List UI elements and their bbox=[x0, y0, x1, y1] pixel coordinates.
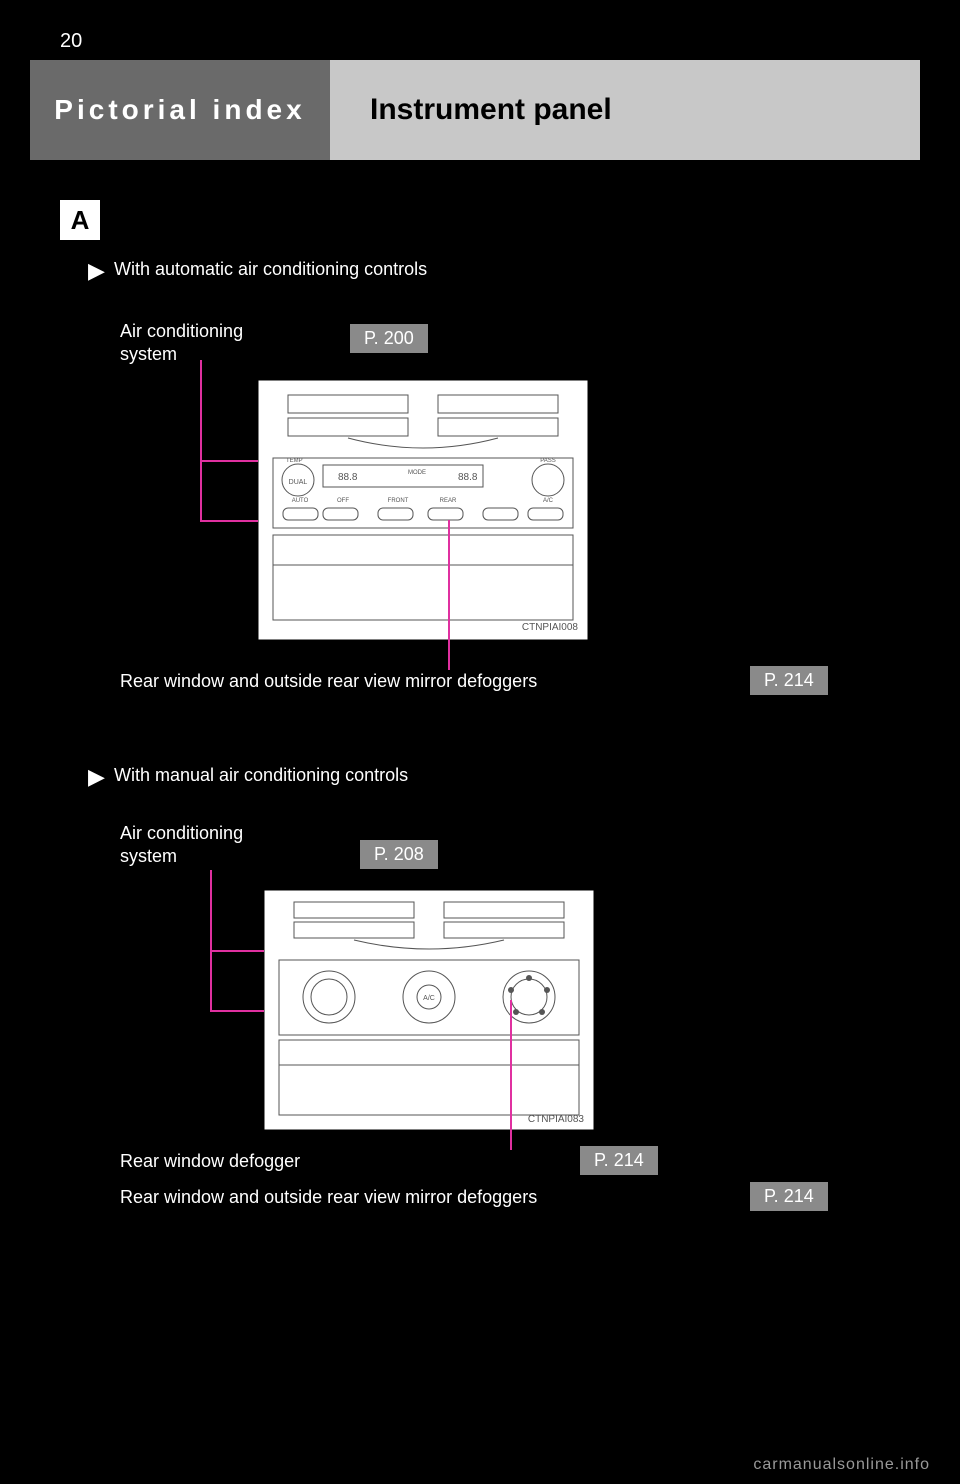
svg-text:88.8: 88.8 bbox=[338, 472, 358, 483]
callout-line bbox=[210, 950, 266, 952]
section1-ac-label: Air conditioning system bbox=[120, 320, 243, 367]
header-tab-pictorial: Pictorial index bbox=[30, 60, 330, 160]
marker-a-label: A bbox=[71, 205, 90, 236]
section2-heading: With manual air conditioning controls bbox=[114, 764, 408, 787]
svg-text:88.8: 88.8 bbox=[458, 472, 478, 483]
callout-line bbox=[200, 520, 260, 522]
svg-text:AUTO: AUTO bbox=[292, 498, 309, 504]
image-code-1: CTNPIAI008 bbox=[522, 622, 579, 633]
panel-manual-ac-svg: A/C CTNPIAI083 bbox=[264, 890, 594, 1130]
panel-auto-ac: DUAL TEMP 88.8 88.8 MODE PASS AUTO OFF F… bbox=[258, 380, 588, 640]
svg-text:PASS: PASS bbox=[540, 458, 556, 464]
svg-text:DUAL: DUAL bbox=[289, 479, 308, 486]
section2-ac-label: Air conditioning system bbox=[120, 822, 243, 869]
page-number: 20 bbox=[60, 30, 82, 53]
marker-a: A bbox=[60, 200, 100, 240]
svg-text:FRONT: FRONT bbox=[388, 498, 409, 504]
header-tab-pictorial-label: Pictorial index bbox=[54, 94, 305, 126]
section2-defog-long-label: Rear window and outside rear view mirror… bbox=[120, 1186, 537, 1209]
callout-line bbox=[510, 1000, 512, 1150]
section2-ac-pref: P. 208 bbox=[360, 840, 438, 869]
svg-text:A/C: A/C bbox=[423, 995, 435, 1002]
callout-line bbox=[448, 520, 450, 670]
image-code-2: CTNPIAI083 bbox=[528, 1114, 585, 1125]
section2-defog-long-pref: P. 214 bbox=[750, 1182, 828, 1211]
callout-line bbox=[210, 870, 212, 1010]
header-tab-instrument: Instrument panel bbox=[330, 60, 920, 160]
svg-text:TEMP: TEMP bbox=[286, 458, 303, 464]
watermark: carmanualsonline.info bbox=[753, 1456, 930, 1474]
triangle-icon: ▶ bbox=[88, 764, 105, 790]
section1-defog-label: Rear window and outside rear view mirror… bbox=[120, 670, 537, 693]
section2-defog-short-pref: P. 214 bbox=[580, 1146, 658, 1175]
callout-line bbox=[200, 460, 260, 462]
callout-line bbox=[200, 360, 202, 520]
svg-text:MODE: MODE bbox=[408, 470, 426, 476]
svg-text:OFF: OFF bbox=[337, 498, 349, 504]
section1-defog-pref: P. 214 bbox=[750, 666, 828, 695]
svg-text:REAR: REAR bbox=[440, 498, 457, 504]
section1-ac-pref: P. 200 bbox=[350, 324, 428, 353]
triangle-icon: ▶ bbox=[88, 258, 105, 284]
page: 20 Pictorial index Instrument panel A ▶ … bbox=[0, 0, 960, 1484]
section1-heading: With automatic air conditioning controls bbox=[114, 258, 427, 281]
callout-line bbox=[210, 1010, 266, 1012]
panel-auto-ac-svg: DUAL TEMP 88.8 88.8 MODE PASS AUTO OFF F… bbox=[258, 380, 588, 640]
header-tab-instrument-label: Instrument panel bbox=[370, 93, 612, 127]
panel-manual-ac: A/C CTNPIAI083 bbox=[264, 890, 594, 1130]
svg-text:A/C: A/C bbox=[543, 498, 554, 504]
section2-defog-short-label: Rear window defogger bbox=[120, 1150, 300, 1173]
